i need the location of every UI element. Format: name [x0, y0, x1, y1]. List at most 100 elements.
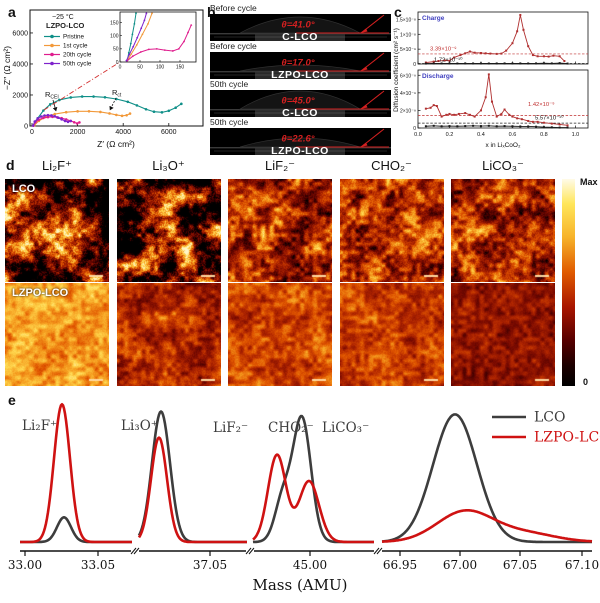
- colorbar-min-label: 0: [583, 377, 589, 387]
- mass-tick-label: 33.00: [8, 558, 42, 572]
- spectrum-LCO: [381, 413, 593, 544]
- spectrum-LZPO-LCO: [381, 509, 593, 543]
- rct-label: Rct: [112, 88, 122, 99]
- temperature-label: −25 °C: [52, 13, 74, 21]
- annotation-value: 1.42×10⁻⁹: [528, 101, 555, 108]
- sample-name-label: C-LCO: [282, 107, 318, 117]
- panel-letter-a: a: [8, 4, 16, 20]
- svg-text:100: 100: [156, 65, 165, 71]
- droplet-silhouette: [239, 64, 361, 72]
- svg-text:150: 150: [110, 20, 119, 26]
- ion-label: CHO₂⁻: [268, 420, 314, 436]
- droplet-photo: θ=17.0° LZPO-LCO: [210, 52, 391, 81]
- y-tick-label: 0: [413, 126, 416, 132]
- inset-frame: [119, 11, 197, 63]
- contact-angle-value: θ=41.0°: [281, 20, 314, 31]
- intensity-colorbar: [562, 179, 575, 386]
- x-tick-label: 0.0: [414, 132, 422, 138]
- y-tick-label: 1×10⁻⁸: [400, 32, 416, 38]
- ion-label: Li₃O⁺: [121, 418, 158, 434]
- mass-tick-label: 66.95: [383, 558, 417, 572]
- cycle-stage-label: 50th cycle: [210, 117, 249, 127]
- droplet-photo: θ=41.0° C-LCO: [210, 14, 391, 43]
- ion-label: LiCO₃⁻: [322, 420, 369, 436]
- sample-name-label: LZPO-LCO: [271, 69, 329, 79]
- cycle-stage-label: Before cycle: [210, 41, 257, 51]
- mass-tick-label: 45.00: [293, 558, 327, 572]
- ion-column-label: LiF₂⁻: [265, 158, 295, 173]
- contact-angle-panel: Before cycle θ=41.0° C-LCO Before cycle θ=17…: [205, 0, 392, 158]
- svg-text:0: 0: [116, 60, 119, 66]
- spectrum-LZPO-LCO: [137, 436, 248, 544]
- droplet-silhouette: [239, 16, 361, 34]
- droplet-silhouette: [238, 90, 362, 110]
- ion-map-lzpo-li2f: [5, 283, 109, 386]
- contact-angle-value: θ=45.0°: [281, 96, 314, 107]
- legend-item-label: 20th cycle: [63, 52, 92, 59]
- ion-column-label: CHO₂⁻: [371, 158, 412, 173]
- annotation-value: 1.72×10⁻¹⁰: [434, 57, 463, 64]
- droplet-photo: θ=45.0° C-LCO: [210, 90, 391, 119]
- legend-item-label: 50th cycle: [63, 61, 92, 68]
- x-tick-label: 0.8: [540, 132, 548, 138]
- nyquist-plot: 0 2000 4000 6000 0 2000 4000 6000 Z′ (Ω cm²) −Z″ …: [2, 9, 204, 149]
- contact-angle-value: θ=17.0°: [281, 58, 314, 69]
- svg-text:150: 150: [176, 65, 185, 71]
- x-tick-label: 6000: [161, 129, 177, 136]
- rcei-label: RCEI: [45, 90, 59, 101]
- inset-series: [126, 13, 153, 61]
- x-tick-label: 0: [30, 129, 34, 136]
- inset-guide-line: [43, 61, 121, 111]
- annotation-value: 5.57×10⁻¹⁰: [535, 115, 564, 122]
- y-tick-label: 4×10⁻⁹: [400, 91, 416, 97]
- panel-letter-e: e: [8, 392, 16, 408]
- annotation-value: 3.39×10⁻⁹: [430, 45, 457, 52]
- ion-map-lco-cho2: [339, 179, 444, 282]
- ion-column-label: LiCO₃⁻: [482, 158, 524, 173]
- ion-map-lzpo-cho2: [339, 283, 444, 386]
- x-tick-label: 0.4: [477, 132, 485, 138]
- x-tick-label: 0.2: [446, 132, 454, 138]
- angle-arrowhead: [360, 104, 368, 109]
- ion-map-lzpo-lico3: [451, 283, 555, 386]
- diffusion-coefficient-plot: Diffusion coefficient (cm² s⁻¹) 0 5×10⁻⁹ 1×…: [393, 11, 589, 149]
- y-tick-label: 2×10⁻⁹: [400, 108, 416, 114]
- sims-ion-maps-panel: Max 0 Li₂F⁺ Li₃O⁺ LiF₂⁻ CHO₂⁻ LiCO₃⁻ LCO LZPO-…: [0, 155, 600, 390]
- series-1st cycle: [33, 110, 131, 126]
- sample-name-label: LZPO-LCO: [271, 145, 329, 155]
- x-tick-label: 2000: [70, 129, 86, 136]
- ion-map-lzpo-li3o: [116, 283, 221, 386]
- y-tick-label: 2000: [12, 92, 28, 99]
- legend-item-label: Pristine: [63, 34, 84, 41]
- angle-arrowhead: [360, 28, 368, 33]
- droplet-photo: θ=22.6° LZPO-LCO: [210, 128, 391, 157]
- sample-label: LZPO-LCO: [46, 21, 84, 30]
- x-axis-label: x in LiₓCoO₂: [485, 142, 520, 149]
- x-tick-label: 4000: [115, 129, 131, 136]
- svg-text:50: 50: [113, 47, 119, 53]
- map-row-label: LCO: [12, 183, 36, 195]
- angle-arrowhead: [360, 142, 368, 147]
- legend-item-label: 1st cycle: [63, 43, 88, 50]
- y-axis-label: −Z″ (Ω cm²): [2, 46, 12, 90]
- y-tick-label: 6×10⁻⁹: [400, 73, 416, 79]
- mass-tick-label: 67.10: [565, 558, 599, 572]
- contact-angle-value: θ=22.6°: [281, 134, 314, 145]
- y-tick-label: 1.5×10⁻⁸: [396, 17, 416, 23]
- spectrum-LZPO-LCO: [19, 403, 133, 544]
- y-tick-label: 6000: [12, 30, 28, 37]
- y-tick-label: 5×10⁻⁹: [400, 47, 416, 53]
- svg-text:50: 50: [137, 65, 143, 71]
- mass-tick-label: 67.05: [503, 558, 537, 572]
- ion-map-lco-lif2: [228, 179, 332, 282]
- spectrum-LCO: [19, 516, 133, 544]
- ion-label: Li₂F⁺: [22, 418, 57, 434]
- sample-name-label: C-LCO: [282, 31, 318, 41]
- mass-tick-label: 37.05: [193, 558, 227, 572]
- y-axis-label: Diffusion coefficient (cm² s⁻¹): [393, 28, 400, 112]
- subplot-title: Charge: [422, 15, 445, 22]
- cycle-stage-label: 50th cycle: [210, 79, 249, 89]
- contact-angle-row: 50th cycle θ=45.0° C-LCO: [210, 79, 391, 119]
- ion-column-label: Li₃O⁺: [152, 158, 185, 173]
